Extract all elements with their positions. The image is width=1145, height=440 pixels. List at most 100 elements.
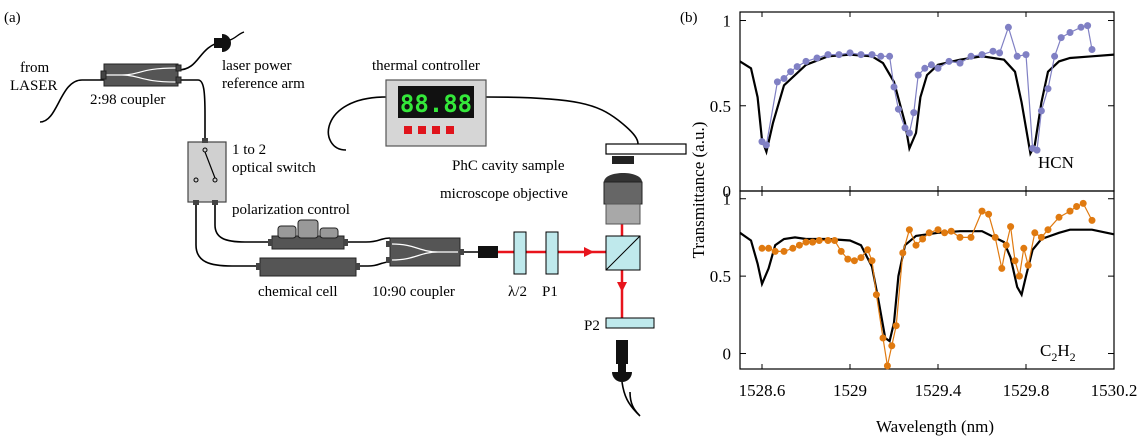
hcn-data-point [1033,146,1041,154]
panel-b-label: (b) [680,10,698,26]
hcn-data-point [934,64,942,72]
hcn-data-point [780,75,788,82]
hcn-data-point [945,57,953,65]
hcn-data-point [1084,22,1092,30]
c2h2-data-point [857,254,865,262]
hcn-data-point [886,52,894,60]
hcn-data-point [824,51,832,59]
hcn-data-point [868,51,876,59]
fiber-cell-to-coupler [356,261,391,267]
power-reference-label-1: laser power [222,58,292,74]
beam-arrow-right [584,247,594,257]
x-tick-label: 1529 [833,381,867,400]
c2h2-data-point [1055,213,1063,221]
c2h2-data-point [967,233,975,241]
c2h2-data-point [815,237,823,244]
c2h2-label: C2H2 [1040,341,1076,364]
fiber-thermal-right [484,96,639,145]
hcn-data-point [773,78,781,86]
x-tick-label: 1528.6 [739,381,786,400]
bottom-y-tick-label: 0.5 [710,267,731,286]
hcn-data-point [1077,23,1085,31]
c2h2-data-point [985,210,993,218]
panel-a: (a) from LASER 2:98 coupler l [4,10,687,417]
c2h2-data-point [1037,233,1045,241]
c2h2-data-point [837,247,845,255]
hcn-data-point [1013,52,1021,60]
fiber-switch-to-cell [195,205,260,267]
c2h2-data-point [925,229,933,237]
hcn-data-point [956,59,964,67]
polarization-label: polarization control [232,202,350,218]
c2h2-data-point [941,229,949,237]
c2h2-data-point [905,226,913,234]
c2h2-data-point [978,207,986,215]
coupler-2-98 [100,63,182,87]
c2h2-data-point [872,291,880,299]
fiber-collimator [478,246,498,258]
hcn-data-point [787,68,795,76]
c2h2-data-point [802,238,810,246]
hcn-data-point [1044,85,1052,93]
c2h2-data-point [947,227,955,235]
thermal-display: 88.88 [400,90,472,118]
detector-collimator [616,340,628,364]
c2h2-data-point [850,257,858,265]
panel-b: (b) 1528.6 1529 1529.4 1529.8 1530.200.5100.… [680,10,1137,436]
hcn-data-point [890,83,898,91]
c2h2-data-point [1031,229,1039,237]
hcn-data-point [967,52,975,60]
hcn-data-point [857,51,865,59]
hcn-data-point [921,64,929,72]
y-axis-label: Transmittance (a.u.) [689,122,708,259]
c2h2-data-point [864,246,872,254]
hcn-data-point [793,63,801,71]
beam-splitter-cube [605,235,641,271]
bottom-y-tick-label: 0 [723,345,732,364]
c2h2-data-point [883,362,891,370]
polarizer-p2 [605,317,655,329]
c2h2-data-point [809,238,817,246]
switch-label-2: optical switch [232,160,316,176]
c2h2-data-point [998,264,1006,272]
hcn-data-point [1051,52,1059,60]
c2h2-data-point [1007,223,1015,231]
hcn-data-point [901,124,909,132]
half-wave-label: λ/2 [508,284,527,300]
hcn-data-point [813,54,821,62]
c2h2-data-point [919,235,927,243]
c2h2-data-point [1024,261,1032,269]
c2h2-data-point [1015,272,1023,280]
c2h2-data-point [888,342,896,350]
c2h2-data-point [771,247,779,255]
c2h2-data-point [1066,207,1074,215]
panel-a-label: (a) [4,10,21,26]
optical-switch [187,138,227,205]
c2h2-data-point [1073,203,1081,210]
hcn-data-point [1022,51,1030,59]
c2h2-data-point [1079,199,1087,207]
microscope-objective [603,156,643,225]
coupler-2-98-label: 2:98 coupler [90,92,165,108]
hcn-data-point [996,49,1004,57]
hcn-data-point [978,51,986,59]
fiber-to-switch [178,79,206,142]
hcn-data-point [835,51,843,59]
chemical-cell-label: chemical cell [258,284,338,300]
top-y-tick-label: 0 [723,182,732,201]
hcn-data-point [1088,46,1096,53]
hcn-data-point [910,109,918,117]
thermal-controller-label: thermal controller [372,58,480,74]
top-y-tick-label: 0.5 [710,97,731,116]
chemical-cell [256,257,360,277]
c2h2-data-point [795,241,803,249]
c2h2-data-point [765,244,773,252]
x-tick-label: 1529.4 [915,381,962,400]
c2h2-data-point [1088,216,1096,224]
polarization-controller [268,219,348,250]
hcn-data-point [877,52,885,60]
top-plot [739,22,1115,157]
c2h2-data-point [956,233,964,241]
p2-label: P2 [584,318,600,334]
